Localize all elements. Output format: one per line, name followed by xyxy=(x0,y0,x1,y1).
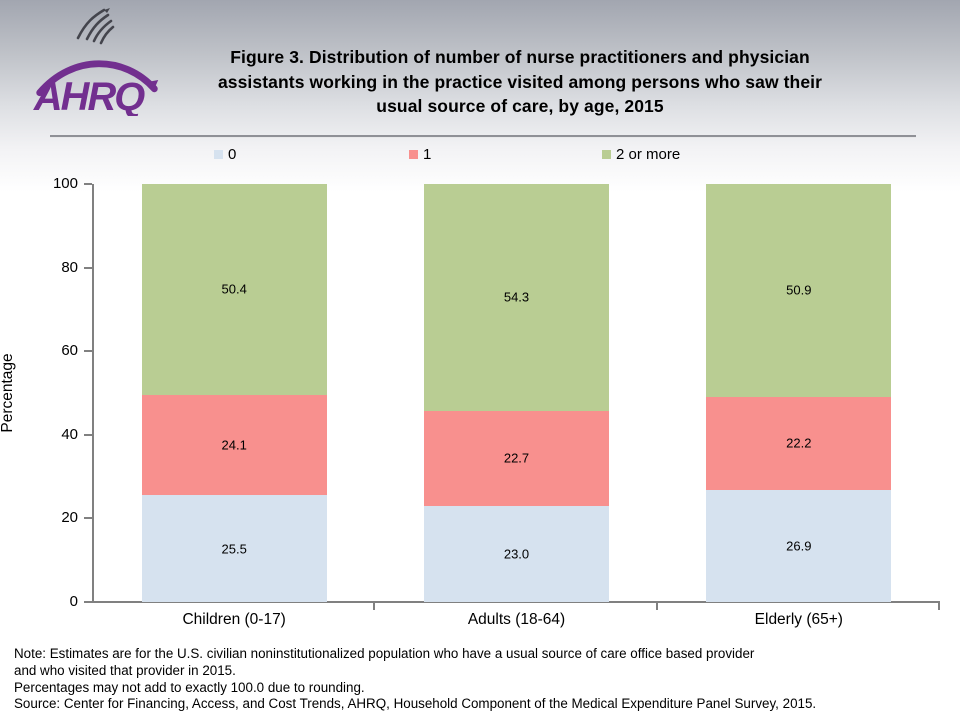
legend-swatch xyxy=(409,149,418,159)
x-category-label: Children (0-17) xyxy=(182,611,286,628)
y-tick-label: 20 xyxy=(61,509,78,527)
y-tick-mark xyxy=(84,183,92,185)
bar-value-label: 24.1 xyxy=(221,437,247,453)
x-category-label: Adults (18-64) xyxy=(467,611,566,628)
hhs-eagle-icon xyxy=(76,8,115,45)
x-category-label: Elderly (65+) xyxy=(754,611,843,628)
legend-label: 0 xyxy=(228,145,237,163)
y-tick-mark xyxy=(84,601,92,603)
bar-value-label: 25.5 xyxy=(221,541,247,557)
bar-segment xyxy=(141,184,327,395)
x-tick-mark xyxy=(655,603,658,610)
x-tick-mark xyxy=(938,603,940,610)
bar-segment xyxy=(706,184,892,397)
legend-swatch xyxy=(602,149,611,159)
x-axis-line xyxy=(92,601,940,603)
figure-title-line: Figure 3. Distribution of number of nurs… xyxy=(230,47,810,67)
ahrq-logo: AHRQ xyxy=(30,4,165,116)
footnote-line: Note: Estimates are for the U.S. civilia… xyxy=(14,646,755,661)
y-tick-mark xyxy=(84,433,92,436)
y-tick-mark xyxy=(84,266,92,269)
y-tick-label: 100 xyxy=(52,175,78,192)
stacked-bar-2: 23.0 22.7 54.3 xyxy=(424,184,609,602)
y-tick-label: 0 xyxy=(69,593,78,610)
figure-title-line: usual source of care, by age, 2015 xyxy=(376,96,664,116)
y-tick-label: 60 xyxy=(61,342,78,360)
bar-value-label: 50.4 xyxy=(221,281,247,297)
bar-segment xyxy=(141,495,327,602)
bar-segment xyxy=(706,396,892,490)
bar-value-label: 54.3 xyxy=(503,289,530,305)
legend-label: 1 xyxy=(423,145,432,163)
y-tick-label: 40 xyxy=(61,425,78,443)
stacked-bar-1: 25.5 24.1 50.4 xyxy=(141,184,327,602)
footnote-line: Source: Center for Financing, Access, an… xyxy=(14,696,817,712)
bar-segment xyxy=(424,505,609,602)
figure-title: Figure 3. Distribution of number of nurs… xyxy=(175,45,865,119)
bar-value-label: 23.0 xyxy=(503,546,530,562)
legend-swatch xyxy=(214,149,223,159)
y-tick-label: 80 xyxy=(61,258,78,276)
ahrq-wordmark: AHRQ xyxy=(33,60,159,116)
ahrq-wordmark-text: AHRQ xyxy=(33,75,145,116)
footnote-line: Percentages may not add to exactly 100.0… xyxy=(14,679,365,695)
bar-segment xyxy=(706,489,892,602)
bar-value-label: 22.7 xyxy=(503,450,530,466)
bar-value-label: 26.9 xyxy=(786,538,812,554)
y-tick-mark xyxy=(84,350,92,353)
legend-label: 2 or more xyxy=(616,145,681,163)
bar-value-label: 22.2 xyxy=(786,435,812,451)
title-divider xyxy=(50,135,916,138)
bar-value-label: 50.9 xyxy=(786,282,812,298)
footnotes: Note: Estimates are for the U.S. civilia… xyxy=(14,646,952,713)
header-gradient xyxy=(0,0,960,192)
y-axis-label: Percentage xyxy=(0,353,16,433)
legend-item: 2 or more xyxy=(602,145,681,163)
x-tick-mark xyxy=(373,603,376,610)
footnote-line: and who visited that provider in 2015. xyxy=(14,662,236,678)
legend-item: 0 xyxy=(214,145,237,163)
y-axis-line xyxy=(92,184,94,603)
y-tick-mark xyxy=(84,517,92,520)
bar-segment xyxy=(424,411,609,506)
bar-segment xyxy=(424,184,609,411)
legend-item: 1 xyxy=(409,145,432,163)
figure-title-line: assistants working in the practice visit… xyxy=(217,71,823,92)
stacked-bar-3: 26.9 22.2 50.9 xyxy=(706,184,892,602)
bar-segment xyxy=(141,394,327,496)
